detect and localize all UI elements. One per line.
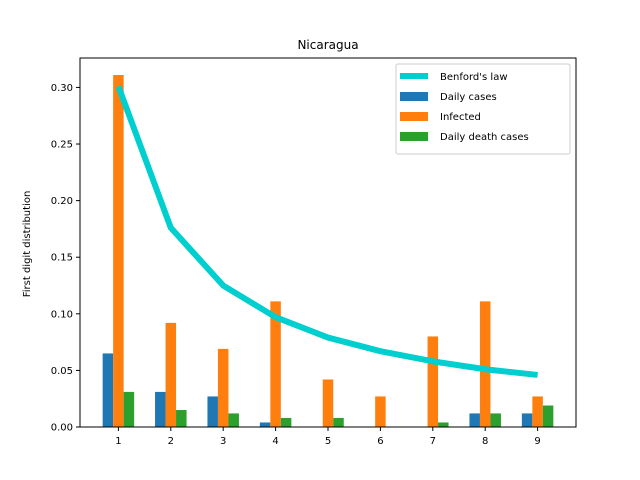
y-tick-label: 0.10	[51, 309, 73, 320]
bar-daily-death-cases-5	[333, 417, 344, 427]
legend-swatch-infected	[400, 112, 428, 121]
legend-box	[395, 63, 571, 155]
x-tick-label: 4	[272, 436, 278, 447]
y-tick-label: 0.25	[51, 140, 73, 151]
bar-infected-2	[165, 322, 177, 427]
bar-daily-death-cases-7	[438, 422, 449, 427]
benford-line	[115, 85, 538, 378]
x-tick-label: 2	[168, 436, 174, 447]
legend-swatch-daily-cases	[400, 92, 428, 101]
x-tick-label: 6	[377, 436, 383, 447]
bar-infected-6	[375, 396, 386, 427]
chart-title: Nicaragua	[297, 38, 358, 52]
legend-swatch-daily-death-cases	[400, 132, 428, 141]
legend-label: Infected	[440, 112, 481, 123]
bar-infected-1	[113, 74, 124, 427]
bar-infected-8	[479, 301, 491, 427]
bar-daily-cases-2	[155, 391, 166, 427]
y-axis-label: First digit distribution	[22, 191, 33, 298]
y-tick-label: 0.00	[51, 423, 73, 434]
bar-daily-death-cases-2	[176, 410, 187, 427]
bar-daily-cases-4	[259, 422, 271, 427]
y-tick-label: 0.15	[51, 253, 73, 264]
bar-daily-cases-8	[469, 413, 480, 427]
bar-daily-death-cases-3	[228, 413, 239, 427]
bar-infected-7	[427, 336, 439, 427]
legend-label: Benford's law	[440, 72, 508, 83]
x-tick-label: 8	[482, 436, 488, 447]
y-tick-label: 0.20	[51, 196, 73, 207]
x-tick-label: 3	[220, 436, 226, 447]
x-tick-label: 9	[534, 436, 540, 447]
x-tick-label: 5	[325, 436, 331, 447]
bar-daily-death-cases-9	[542, 405, 554, 427]
legend-label: Daily cases	[440, 92, 497, 103]
legend-label: Daily death cases	[440, 132, 529, 143]
bar-infected-3	[217, 348, 229, 427]
bar-daily-death-cases-1	[123, 391, 135, 427]
x-tick-label: 1	[115, 436, 121, 447]
bar-daily-cases-9	[521, 413, 533, 427]
benford-line-layer	[115, 85, 538, 378]
y-tick-label: 0.05	[51, 366, 73, 377]
bar-daily-cases-1	[102, 353, 114, 427]
bars-layer	[102, 74, 554, 427]
bar-daily-death-cases-8	[490, 413, 501, 427]
bar-daily-cases-3	[207, 396, 218, 427]
y-tick-label: 0.30	[51, 83, 73, 94]
bar-infected-5	[322, 379, 334, 427]
bar-infected-9	[532, 396, 543, 427]
x-tick-label: 7	[430, 436, 436, 447]
legend: Benford's law Daily cases Infected Daily de…	[395, 63, 571, 155]
bar-daily-death-cases-4	[280, 417, 292, 427]
bar-infected-4	[270, 301, 281, 427]
axes-layer: 0.00 0.05 0.10 0.15 0.20 0.25 0.30 1 2 3 4 5 6 7 8 9	[51, 57, 577, 447]
